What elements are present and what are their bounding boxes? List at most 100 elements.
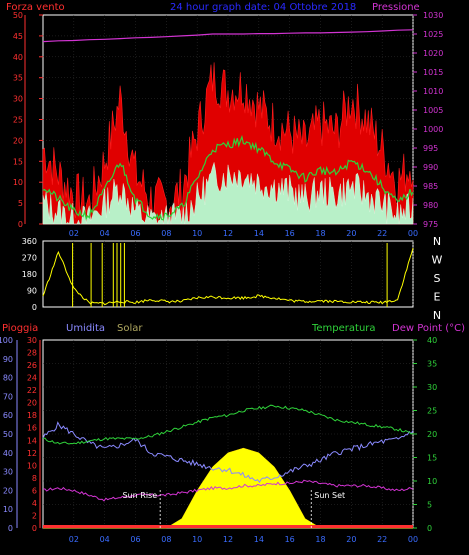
- temperature-tick-label: 10: [427, 477, 437, 486]
- climate-x-tick-label: 22: [377, 535, 387, 544]
- solar-series: [43, 447, 413, 529]
- humidity-tick-label: 20: [3, 486, 13, 495]
- wind-dir-tick-label: 270: [22, 254, 37, 263]
- wind-dir-tick-label: 180: [22, 270, 37, 279]
- pressure-tick-label: 1015: [423, 68, 443, 77]
- temperature-tick-label: 5: [427, 501, 432, 510]
- rain-tick-label: 2: [32, 511, 37, 520]
- humidity-tick-label: 40: [3, 449, 13, 458]
- wind-tick-label: 15: [13, 157, 23, 166]
- wind-x-tick-label: 08: [161, 229, 171, 238]
- wind-dir-tick-label: 360: [22, 237, 37, 246]
- wind-tick-label: 0: [18, 220, 23, 229]
- rain-tick-label: 28: [27, 349, 37, 358]
- rain-tick-label: 30: [27, 336, 37, 345]
- dewpoint-series: [42, 479, 414, 502]
- climate-x-tick-label: 12: [223, 535, 233, 544]
- pressure-tick-label: 1000: [423, 125, 443, 134]
- pressure-tick-label: 1030: [423, 11, 443, 20]
- climate-x-tick-label: 20: [346, 535, 356, 544]
- bottom-header-dewpoint: Dew Point (°C): [392, 323, 465, 334]
- rain-tick-label: 6: [32, 486, 37, 495]
- humidity-tick-label: 30: [3, 468, 13, 477]
- climate-x-tick-label: 10: [192, 535, 202, 544]
- wind-tick-label: 50: [13, 11, 23, 20]
- climate-x-tick-label: 16: [285, 535, 295, 544]
- wind-x-tick-label: 02: [69, 229, 79, 238]
- rain-tick-label: 22: [27, 386, 37, 395]
- pressure-tick-label: 995: [423, 144, 438, 153]
- wind-tick-label: 30: [13, 95, 23, 104]
- plots-layer: 0510152025303540455097598098599099510001…: [0, 11, 443, 544]
- pressure-tick-label: 975: [423, 220, 438, 229]
- pressure-series: [42, 29, 414, 43]
- wind-tick-label: 45: [13, 32, 23, 41]
- top-title: 24 hour graph date: 04 Ottobre 2018: [170, 2, 356, 13]
- wind-x-tick-label: 20: [346, 229, 356, 238]
- temperature-tick-label: 35: [427, 360, 437, 369]
- wind-x-tick-label: 10: [192, 229, 202, 238]
- humidity-tick-label: 100: [0, 336, 13, 345]
- wind-dir-compass-label: E: [434, 291, 441, 304]
- temperature-tick-label: 20: [427, 430, 437, 439]
- top-right-label: Pressione: [372, 2, 420, 13]
- wind-x-tick-label: 04: [100, 229, 110, 238]
- temperature-tick-label: 30: [427, 383, 437, 392]
- humidity-tick-label: 10: [3, 505, 13, 514]
- climate-x-tick-label: 06: [130, 535, 140, 544]
- pressure-tick-label: 1020: [423, 49, 443, 58]
- rain-tick-label: 18: [27, 411, 37, 420]
- climate-x-tick-label: 04: [100, 535, 110, 544]
- temperature-tick-label: 40: [427, 336, 437, 345]
- wind-tick-label: 25: [13, 116, 23, 125]
- humidity-tick-label: 0: [8, 524, 13, 533]
- rain-tick-label: 20: [27, 399, 37, 408]
- wind-tick-label: 40: [13, 53, 23, 62]
- wind-tick-label: 35: [13, 74, 23, 83]
- wind-x-tick-label: 16: [285, 229, 295, 238]
- pressure-tick-label: 1025: [423, 30, 443, 39]
- wind-dir-compass-label: N: [433, 235, 441, 248]
- sunset-label: Sun Set: [314, 491, 345, 500]
- wind-x-tick-label: 22: [377, 229, 387, 238]
- climate-x-tick-label: 02: [69, 535, 79, 544]
- wind-direction-series: [42, 247, 414, 306]
- humidity-tick-label: 60: [3, 411, 13, 420]
- rain-tick-label: 12: [27, 449, 37, 458]
- temperature-series: [42, 404, 414, 445]
- pressure-tick-label: 980: [423, 201, 438, 210]
- rain-tick-label: 0: [32, 524, 37, 533]
- top-left-label: Forza vento: [6, 2, 65, 13]
- humidity-tick-label: 80: [3, 374, 13, 383]
- humidity-tick-label: 70: [3, 392, 13, 401]
- wind-x-tick-label: 06: [130, 229, 140, 238]
- rain-tick-label: 14: [27, 436, 37, 445]
- humidity-tick-label: 90: [3, 355, 13, 364]
- wind-dir-tick-label: 90: [27, 287, 37, 296]
- climate-x-tick-label: 14: [254, 535, 264, 544]
- temperature-tick-label: 25: [427, 407, 437, 416]
- bottom-header-pioggia: Pioggia: [2, 323, 38, 334]
- bottom-header-umidita: Umidita: [66, 323, 105, 334]
- wind-tick-label: 20: [13, 136, 23, 145]
- wind-tick-label: 5: [18, 199, 23, 208]
- climate-x-tick-label: 08: [161, 535, 171, 544]
- wind-x-tick-label: 18: [315, 229, 325, 238]
- wind-tick-label: 10: [13, 178, 23, 187]
- humidity-series: [42, 421, 414, 484]
- pressure-tick-label: 985: [423, 182, 438, 191]
- bottom-header-temperatura: Temperatura: [311, 323, 376, 334]
- sunrise-label: Sun Rise: [123, 491, 158, 500]
- wind-x-tick-label: 00: [408, 229, 418, 238]
- wind-dir-compass-label: N: [433, 309, 441, 322]
- pressure-tick-label: 1010: [423, 87, 443, 96]
- wind-speed-series: [42, 161, 414, 225]
- pressure-tick-label: 1005: [423, 106, 443, 115]
- wind-average-series: [42, 134, 414, 221]
- temperature-tick-label: 0: [427, 524, 432, 533]
- wind-dir-tick-label: 0: [32, 303, 37, 312]
- climate-x-tick-label: 18: [315, 535, 325, 544]
- rain-tick-label: 26: [27, 361, 37, 370]
